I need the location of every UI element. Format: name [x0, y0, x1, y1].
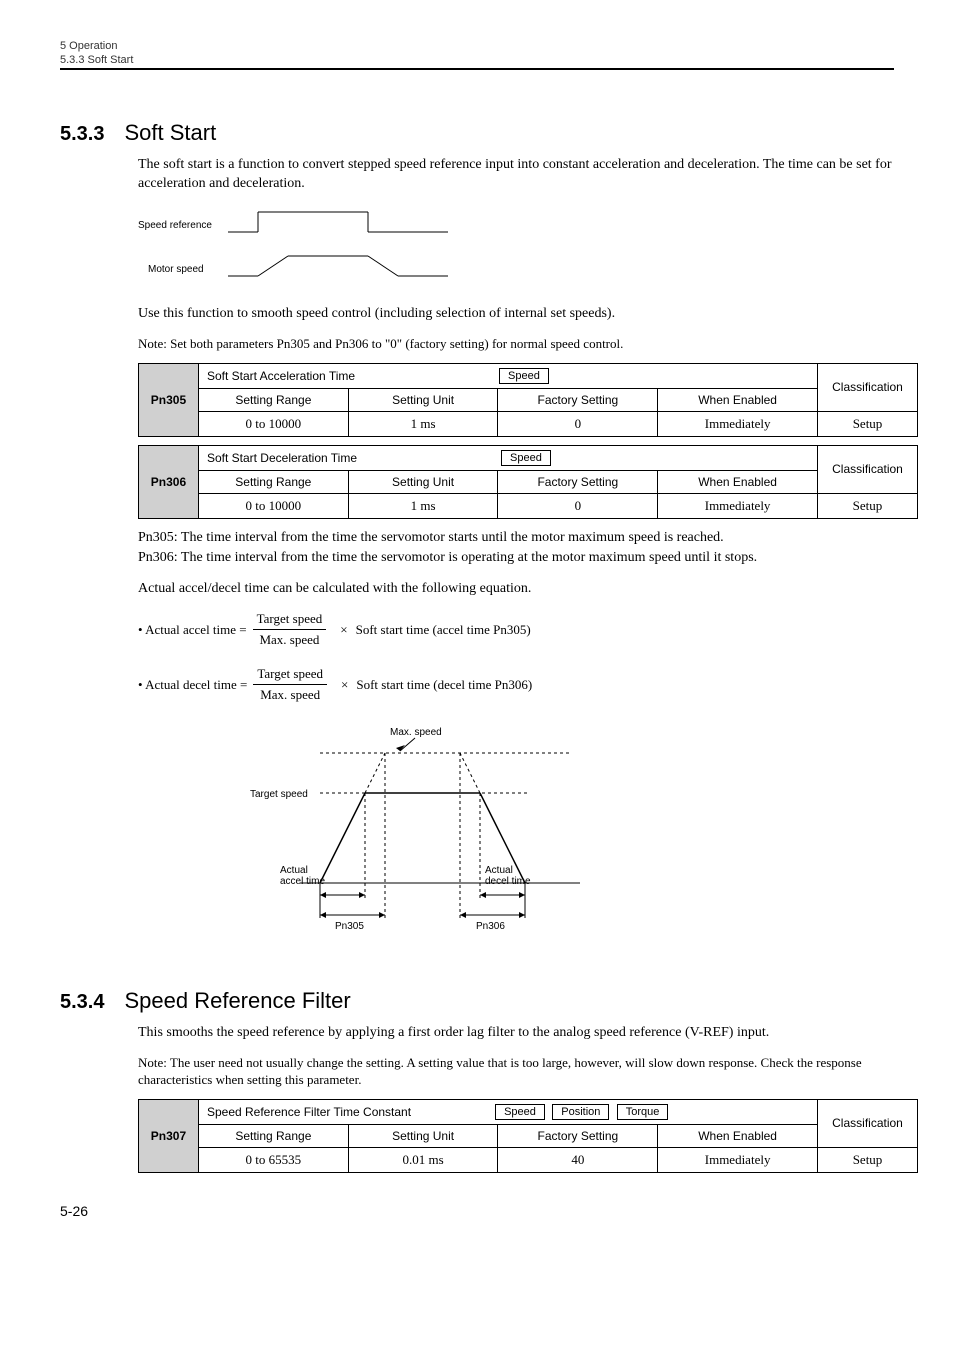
section-533-intro: The soft start is a function to convert … [138, 156, 894, 194]
pn306-h-factory: Factory Setting [498, 470, 658, 493]
section-534-note: Note: The user need not usually change t… [138, 1055, 894, 1089]
section-533-note: Note: Set both parameters Pn305 and Pn30… [138, 336, 894, 353]
trapezoid-diagram: Max. speed Target speed Actual accel tim… [220, 723, 894, 948]
pn306-range: 0 to 10000 [198, 493, 348, 518]
pn305-unit: 1 ms [348, 411, 498, 436]
note-prefix: Note: [138, 336, 167, 351]
eq-accel-mult: × [340, 622, 347, 638]
pn305-h-enabled: When Enabled [658, 388, 818, 411]
section-534-intro: This smooths the speed reference by appl… [138, 1024, 894, 1043]
pn305-class: Setup [818, 411, 918, 436]
pn307-class-label: Classification [818, 1099, 918, 1147]
speed-mode-badge: Speed [501, 450, 551, 466]
motor-speed-label: Motor speed [148, 264, 204, 275]
pn307-factory: 40 [498, 1147, 658, 1172]
page-number: 5-26 [60, 1203, 894, 1219]
pn306-h-range: Setting Range [198, 470, 348, 493]
pn305-range: 0 to 10000 [198, 411, 348, 436]
pn307-unit: 0.01 ms [348, 1147, 498, 1172]
pn305-h-factory: Factory Setting [498, 388, 658, 411]
section-533-title: Soft Start [124, 120, 216, 146]
pn307-h-unit: Setting Unit [348, 1124, 498, 1147]
pn305-class-label: Classification [818, 363, 918, 411]
eq-decel-rhs: Soft start time (decel time Pn306) [356, 677, 532, 693]
eq-accel-rhs: Soft start time (accel time Pn305) [356, 622, 531, 638]
pn307-h-enabled: When Enabled [658, 1124, 818, 1147]
actual-accel-label: Actual [280, 865, 308, 876]
accel-equation: • Actual accel time = Target speed Max. … [138, 611, 894, 648]
pn305-dim-label: Pn305 [335, 921, 364, 932]
pn305-title: Soft Start Acceleration Time [207, 369, 355, 383]
note-body: The user need not usually change the set… [138, 1055, 862, 1087]
target-speed-label: Target speed [250, 789, 308, 800]
pn307-id: Pn307 [139, 1099, 199, 1172]
eq-decel-num: Target speed [253, 666, 327, 685]
pn306-explain: Pn306: The time interval from the time t… [138, 549, 894, 568]
eq-accel-den: Max. speed [255, 630, 323, 648]
pn305-h-range: Setting Range [198, 388, 348, 411]
soft-start-waveform-diagram: Speed reference Motor speed [138, 206, 894, 291]
pn306-title: Soft Start Deceleration Time [207, 451, 357, 465]
section-534-heading: 5.3.4 Speed Reference Filter [60, 988, 894, 1014]
pn306-h-unit: Setting Unit [348, 470, 498, 493]
decel-equation: • Actual decel time = Target speed Max. … [138, 666, 894, 703]
speed-ref-label: Speed reference [138, 220, 212, 231]
pn305-explain: Pn305: The time interval from the time t… [138, 529, 894, 548]
note-body: Set both parameters Pn305 and Pn306 to "… [170, 336, 623, 351]
actual-decel-label: Actual [485, 865, 513, 876]
section-534-title: Speed Reference Filter [124, 988, 350, 1014]
pn305-factory: 0 [498, 411, 658, 436]
eq-accel-num: Target speed [253, 611, 327, 630]
section-534-number: 5.3.4 [60, 991, 104, 1014]
section-533-heading: 5.3.3 Soft Start [60, 120, 894, 146]
speed-mode-badge: Speed [499, 368, 549, 384]
pn307-table: Pn307 Speed Reference Filter Time Consta… [138, 1099, 918, 1173]
pn307-h-factory: Factory Setting [498, 1124, 658, 1147]
section-533-para2: Use this function to smooth speed contro… [138, 305, 894, 324]
pn306-table: Pn306 Soft Start Deceleration Time Speed… [138, 445, 918, 519]
pn306-factory: 0 [498, 493, 658, 518]
pn306-class-label: Classification [817, 445, 917, 493]
equation-block: • Actual accel time = Target speed Max. … [138, 611, 894, 703]
pn307-title: Speed Reference Filter Time Constant [207, 1105, 411, 1119]
chapter-header: 5 Operation [60, 40, 894, 52]
actual-decel-label2: decel time [485, 876, 531, 887]
pn305-h-unit: Setting Unit [348, 388, 498, 411]
section-533-number: 5.3.3 [60, 123, 104, 146]
eq-decel-mult: × [341, 677, 348, 693]
speed-mode-badge: Speed [495, 1104, 545, 1120]
calc-intro: Actual accel/decel time can be calculate… [138, 580, 894, 599]
eq-accel-lhs: • Actual accel time = [138, 622, 247, 638]
max-speed-label: Max. speed [390, 727, 442, 738]
note-prefix: Note: [138, 1055, 167, 1070]
pn305-table: Pn305 Soft Start Acceleration Time Speed… [138, 363, 918, 437]
pn306-unit: 1 ms [348, 493, 498, 518]
pn306-h-enabled: When Enabled [658, 470, 818, 493]
pn306-dim-label: Pn306 [476, 921, 505, 932]
pn306-enabled: Immediately [658, 493, 818, 518]
torque-mode-badge: Torque [617, 1104, 669, 1120]
eq-decel-lhs: • Actual decel time = [138, 677, 247, 693]
subsection-header: 5.3.3 Soft Start [60, 54, 894, 70]
actual-accel-label2: accel time [280, 876, 325, 887]
pn306-class: Setup [817, 493, 917, 518]
pn307-h-range: Setting Range [198, 1124, 348, 1147]
pn305-id: Pn305 [139, 363, 199, 436]
pn307-class: Setup [818, 1147, 918, 1172]
pn305-enabled: Immediately [658, 411, 818, 436]
position-mode-badge: Position [552, 1104, 609, 1120]
pn307-range: 0 to 65535 [198, 1147, 348, 1172]
pn307-enabled: Immediately [658, 1147, 818, 1172]
eq-decel-den: Max. speed [256, 685, 324, 703]
pn306-id: Pn306 [139, 445, 199, 518]
